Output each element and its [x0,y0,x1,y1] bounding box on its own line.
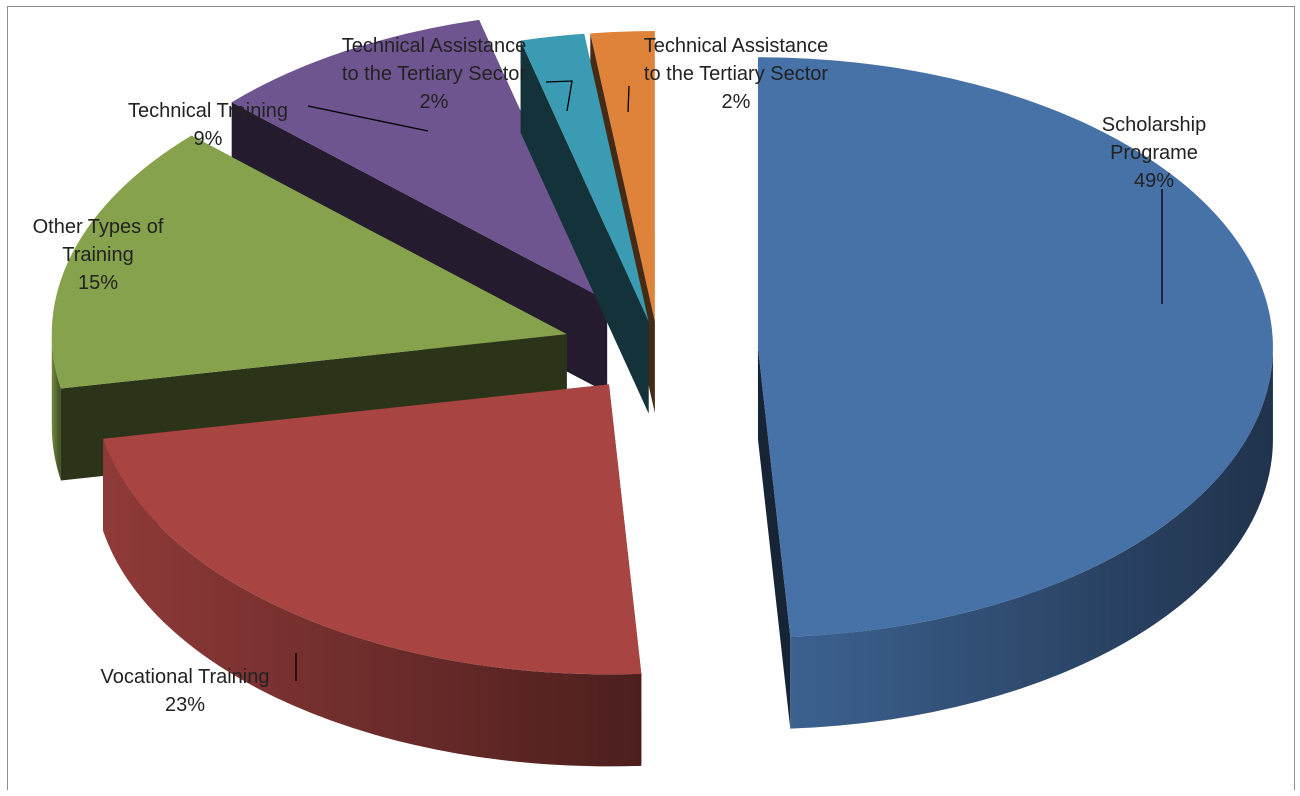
pie-slice-top-2 [51,135,567,389]
pie-slice-2 [51,135,567,481]
pie-slice-1 [103,384,642,767]
pie-slice-4 [520,33,649,414]
data-label-3: Technical Training 9% [128,100,288,150]
data-label-4: Technical Assistance to the Tertiary Sect… [342,35,527,113]
data-label-1: Vocational Training 23% [100,666,269,716]
pie-slice-wall-0 [790,347,1273,729]
pie-slice-side-4-0 [520,40,649,414]
data-label-0: Scholarship Programe 49% [1102,114,1207,192]
pie-slice-wall-2 [51,334,61,481]
pie-slice-0 [757,57,1273,729]
pie-slice-top-4 [520,33,649,322]
pie-chart: Scholarship Programe 49% Vocational Trainin… [33,19,1273,767]
leader-line-3 [307,105,429,132]
chart-frame: Scholarship Programe 49% Vocational Trainin… [7,6,1295,790]
leader-line-5 [627,85,630,113]
pie-slice-top-1 [103,384,642,675]
pie-slice-wall-1 [103,438,642,767]
leader-line-4 [545,80,573,112]
pie-slice-top-0 [757,57,1273,637]
pie-slice-top-5 [590,31,655,322]
pie-slice-top-3 [231,19,608,301]
data-label-5: Technical Assistance to the Tertiary Sect… [644,35,829,113]
pie-slice-side-0-1 [757,347,791,729]
data-label-2: Other Types of Training 15% [33,216,164,294]
